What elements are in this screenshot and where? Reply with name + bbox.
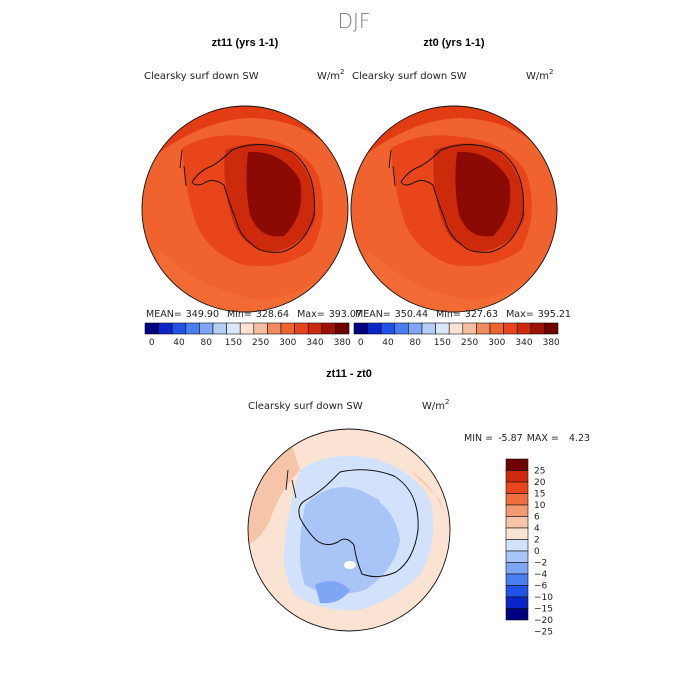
- colorbar-cell: [335, 322, 350, 335]
- colorbar-cell: [462, 322, 477, 335]
- colorbar-zt11: 0 40 80 150 250 300 340 380: [144, 322, 351, 348]
- colorbar-tick-label: 2: [534, 536, 540, 546]
- colorbar-cell: [158, 322, 173, 335]
- colorbar-cell: [226, 322, 241, 335]
- panel-title: zt11 - zt0: [326, 368, 372, 380]
- colorbar-cell: [505, 550, 529, 563]
- colorbar-cell: [253, 322, 268, 335]
- variable-label: Clearsky surf down SW: [352, 71, 467, 82]
- colorbar-cell: [212, 322, 227, 335]
- panel-difference: zt11 - zt0 Clearsky surf down SW W/m2 MI…: [247, 368, 590, 638]
- colorbar-tick-label: 40: [382, 338, 394, 348]
- colorbar-tick-label: 80: [409, 338, 421, 348]
- colorbar-tick-label: 80: [200, 338, 212, 348]
- page-title: DJF: [338, 9, 371, 33]
- colorbar-cell: [505, 562, 529, 575]
- colorbar-cell: [505, 481, 529, 494]
- colorbar-cell: [505, 527, 529, 540]
- colorbar-cell: [505, 458, 529, 471]
- colorbar-cell: [267, 322, 282, 335]
- panel-zt11: zt11 (yrs 1-1) Clearsky surf down SW W/m…: [141, 37, 362, 348]
- colorbar-tick-label: 340: [515, 338, 532, 348]
- stats-line: MIN = -5.87 MAX = 4.23: [464, 433, 590, 444]
- colorbar-cell: [505, 596, 529, 609]
- colorbar-cell: [239, 322, 255, 335]
- colorbar-tick-label: 250: [252, 338, 269, 348]
- colorbar-tick-label: −4: [534, 570, 548, 580]
- colorbar-tick-label: 150: [225, 338, 242, 348]
- polar-map-zt11: [141, 105, 349, 313]
- colorbar-tick-label: −2: [534, 559, 547, 569]
- colorbar-cell: [503, 322, 518, 335]
- colorbar-tick-label: 380: [543, 338, 560, 348]
- colorbar-tick-label: −6: [534, 582, 548, 592]
- colorbar-cell: [408, 322, 423, 335]
- colorbar-tick-label: 0: [358, 338, 364, 348]
- colorbar-tick-label: 150: [434, 338, 451, 348]
- colorbar-cell: [505, 608, 529, 621]
- polar-map-difference: [247, 428, 451, 632]
- units-label: W/m2: [317, 68, 344, 82]
- colorbar-cell: [530, 322, 545, 335]
- colorbar-tick-label: 6: [534, 513, 540, 523]
- polar-map-zt0: [350, 105, 558, 313]
- colorbar-cell: [435, 322, 450, 335]
- colorbar-cell: [144, 322, 159, 335]
- colorbar-cell: [185, 322, 200, 335]
- colorbar-tick-label: −25: [534, 628, 553, 638]
- colorbar-cell: [394, 322, 409, 335]
- colorbar-tick-label: 10: [534, 501, 546, 511]
- colorbar-tick-label: −10: [534, 593, 553, 603]
- units-label: W/m2: [526, 68, 553, 82]
- colorbar-tick-label: 380: [334, 338, 351, 348]
- panel-zt0: zt0 (yrs 1-1) Clearsky surf down SW W/m2…: [350, 37, 571, 348]
- colorbar-tick-label: −20: [534, 616, 553, 626]
- colorbar-cell: [294, 322, 309, 335]
- colorbar-cell: [544, 322, 559, 335]
- stats-line: MEAN= 349.90 Min= 328.64 Max= 393.07: [146, 309, 362, 320]
- colorbar-cell: [516, 322, 532, 335]
- colorbar-tick-label: 0: [149, 338, 155, 348]
- panel-title: zt11 (yrs 1-1): [212, 37, 279, 49]
- colorbar-tick-label: 340: [306, 338, 323, 348]
- colorbar-cell: [199, 322, 214, 335]
- colorbar-tick-label: 0: [534, 547, 540, 557]
- colorbar-cell: [505, 585, 529, 598]
- colorbar-cell: [321, 322, 336, 335]
- stats-line: MEAN= 350.44 Min= 327.63 Max= 395.21: [355, 309, 571, 320]
- colorbar-tick-label: 300: [488, 338, 505, 348]
- colorbar-cell: [367, 322, 382, 335]
- variable-label: Clearsky surf down SW: [248, 401, 363, 412]
- colorbar-cell: [476, 322, 491, 335]
- colorbar-tick-label: 25: [534, 467, 545, 477]
- colorbar-tick-label: 40: [173, 338, 185, 348]
- units-label: W/m2: [422, 398, 449, 412]
- colorbar-cell: [505, 493, 529, 506]
- colorbar-cell: [448, 322, 464, 335]
- colorbar-cell: [505, 539, 529, 552]
- colorbar-tick-label: 300: [279, 338, 296, 348]
- colorbar-cell: [505, 504, 529, 517]
- colorbar-cell: [280, 322, 295, 335]
- colorbar-tick-label: 4: [534, 524, 540, 534]
- colorbar-tick-label: 20: [534, 478, 546, 488]
- colorbar-cell: [505, 470, 529, 483]
- variable-label: Clearsky surf down SW: [144, 71, 259, 82]
- panel-title: zt0 (yrs 1-1): [423, 37, 484, 49]
- colorbar-tick-label: −15: [534, 605, 553, 615]
- colorbar-cell: [421, 322, 436, 335]
- colorbar-cell: [489, 322, 504, 335]
- colorbar-tick-label: 15: [534, 490, 545, 500]
- colorbar-tick-label: 250: [461, 338, 478, 348]
- colorbar-zt0: 0 40 80 150 250 300 340 380: [353, 322, 560, 348]
- colorbar-cell: [307, 322, 323, 335]
- colorbar-cell: [505, 516, 529, 529]
- colorbar-cell: [505, 573, 529, 586]
- colorbar-cell: [171, 322, 187, 335]
- colorbar-cell: [380, 322, 396, 335]
- colorbar-cell: [353, 322, 368, 335]
